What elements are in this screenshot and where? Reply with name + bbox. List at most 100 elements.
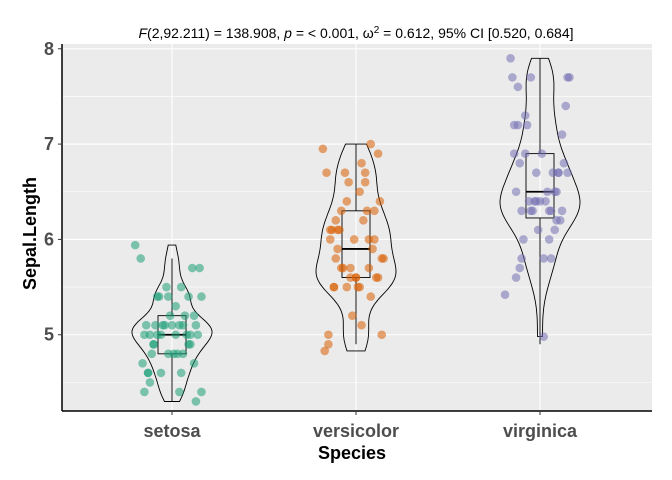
point-setosa — [186, 330, 195, 340]
point-versicolor — [373, 149, 383, 158]
point-virginica — [543, 187, 552, 197]
point-versicolor — [340, 168, 350, 177]
point-virginica — [532, 168, 541, 177]
point-virginica — [513, 82, 523, 92]
point-virginica — [550, 225, 560, 235]
point-virginica — [520, 111, 530, 120]
point-versicolor — [355, 187, 364, 197]
point-setosa — [147, 349, 157, 359]
point-setosa — [184, 292, 193, 301]
point-versicolor — [357, 320, 366, 330]
point-setosa — [164, 349, 173, 359]
point-setosa — [176, 282, 186, 292]
point-versicolor — [318, 144, 328, 154]
point-versicolor — [370, 206, 379, 216]
point-setosa — [154, 292, 164, 301]
point-setosa — [184, 339, 193, 349]
point-virginica — [517, 206, 526, 216]
point-virginica — [520, 149, 530, 158]
point-versicolor — [366, 139, 376, 149]
point-setosa — [189, 311, 199, 320]
point-virginica — [539, 254, 548, 263]
point-virginica — [552, 187, 561, 197]
subtitle-part: p — [283, 25, 292, 41]
points — [130, 53, 574, 406]
point-versicolor — [348, 311, 357, 320]
point-setosa — [151, 320, 160, 330]
x-axis-title: Species — [318, 443, 386, 463]
point-virginica — [526, 73, 536, 82]
point-versicolor — [336, 206, 346, 216]
point-versicolor — [377, 330, 387, 340]
point-versicolor — [329, 282, 339, 292]
subtitle-part: F — [138, 25, 148, 41]
point-versicolor — [349, 235, 359, 244]
point-virginica — [563, 168, 572, 177]
point-versicolor — [333, 225, 342, 235]
point-versicolor — [333, 244, 342, 254]
point-virginica — [517, 254, 526, 263]
point-versicolor — [364, 263, 374, 273]
point-virginica — [539, 332, 548, 341]
point-versicolor — [355, 282, 364, 292]
point-setosa — [175, 387, 184, 397]
point-virginica — [511, 187, 521, 197]
point-virginica — [519, 235, 528, 244]
y-tick-label: 6 — [44, 229, 54, 249]
point-versicolor — [342, 282, 352, 292]
point-virginica — [515, 158, 525, 168]
point-setosa — [138, 359, 147, 368]
point-virginica — [528, 206, 537, 216]
y-tick-label: 5 — [44, 325, 54, 345]
point-versicolor — [360, 168, 370, 177]
point-setosa — [145, 378, 155, 387]
point-setosa — [156, 330, 166, 340]
point-versicolor — [375, 196, 385, 206]
point-setosa — [176, 368, 186, 378]
point-virginica — [537, 149, 547, 158]
point-virginica — [533, 225, 543, 235]
point-versicolor — [359, 216, 368, 225]
point-virginica — [544, 235, 554, 244]
point-versicolor — [362, 206, 372, 216]
subtitle-part: 2 — [374, 25, 380, 36]
point-virginica — [530, 196, 539, 206]
point-setosa — [143, 368, 153, 378]
point-setosa — [136, 254, 146, 263]
point-setosa — [162, 282, 171, 292]
point-virginica — [552, 216, 561, 225]
point-setosa — [191, 397, 201, 406]
point-versicolor — [366, 292, 376, 301]
point-setosa — [149, 339, 158, 349]
point-versicolor — [377, 254, 387, 263]
point-virginica — [513, 120, 523, 130]
point-virginica — [515, 263, 525, 273]
point-setosa — [193, 330, 203, 340]
point-setosa — [140, 330, 149, 340]
subtitle-part: (2,92.211) = 138.908, — [147, 25, 284, 41]
x-tick-label-virginica: virginica — [503, 421, 578, 441]
y-tick-label: 7 — [44, 134, 54, 154]
point-versicolor — [338, 263, 348, 273]
point-setosa — [197, 387, 206, 397]
point-virginica — [554, 168, 563, 177]
point-versicolor — [331, 254, 341, 263]
point-setosa — [156, 368, 166, 378]
point-setosa — [195, 263, 204, 273]
point-virginica — [557, 130, 567, 139]
point-virginica — [546, 206, 556, 216]
y-tick-label: 8 — [44, 39, 54, 59]
subtitle-part: = 0.612, 95% CI [0.520, 0.684] — [379, 25, 573, 41]
point-versicolor — [370, 235, 379, 244]
point-virginica — [500, 290, 510, 300]
point-setosa — [191, 320, 201, 330]
point-setosa — [189, 359, 199, 368]
point-setosa — [141, 320, 151, 330]
point-setosa — [140, 387, 149, 397]
point-versicolor — [322, 168, 331, 177]
violin-setosa — [131, 244, 213, 402]
x-tick-label-versicolor: versicolor — [313, 421, 399, 441]
point-setosa — [164, 292, 173, 301]
point-versicolor — [325, 235, 335, 244]
